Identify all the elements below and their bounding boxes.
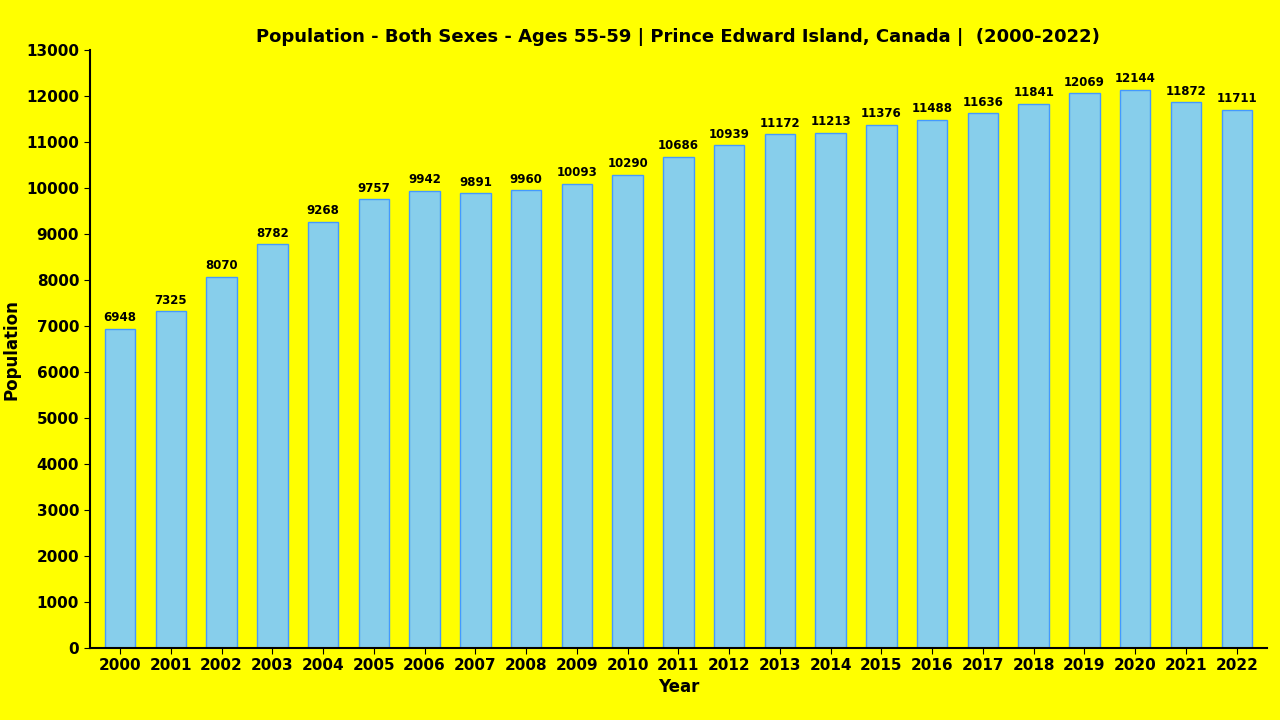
Bar [612, 175, 643, 648]
Y-axis label: Population: Population [3, 299, 20, 400]
Bar [257, 244, 288, 648]
Bar [562, 184, 593, 648]
Bar [1221, 109, 1252, 648]
Bar [105, 328, 136, 648]
Bar [358, 199, 389, 648]
Bar [1120, 90, 1151, 648]
Title: Population - Both Sexes - Ages 55-59 | Prince Edward Island, Canada |  (2000-202: Population - Both Sexes - Ages 55-59 | P… [256, 28, 1101, 46]
Bar [206, 277, 237, 648]
Text: 10093: 10093 [557, 166, 598, 179]
Text: 11213: 11213 [810, 115, 851, 128]
Text: 9757: 9757 [357, 182, 390, 195]
Bar [663, 157, 694, 648]
Bar [1171, 102, 1201, 648]
Text: 10290: 10290 [607, 158, 648, 171]
Text: 11488: 11488 [911, 102, 952, 115]
Bar [460, 193, 490, 648]
Bar [968, 113, 998, 648]
Bar [1019, 104, 1048, 648]
Bar [815, 132, 846, 648]
Text: 10939: 10939 [709, 127, 750, 140]
Bar [156, 311, 186, 648]
Text: 9268: 9268 [307, 204, 339, 217]
Text: 11711: 11711 [1216, 92, 1257, 105]
Text: 11172: 11172 [759, 117, 800, 130]
Bar [308, 222, 338, 648]
Text: 11872: 11872 [1166, 85, 1206, 98]
Bar [867, 125, 897, 648]
Text: 7325: 7325 [155, 294, 187, 307]
Text: 9891: 9891 [460, 176, 492, 189]
Text: 9960: 9960 [509, 173, 543, 186]
Bar [511, 190, 541, 648]
Text: 6948: 6948 [104, 311, 137, 324]
Bar [764, 135, 795, 648]
Bar [410, 191, 440, 648]
Text: 12069: 12069 [1064, 76, 1105, 89]
Text: 11841: 11841 [1014, 86, 1055, 99]
Text: 8070: 8070 [205, 259, 238, 272]
Text: 9942: 9942 [408, 174, 442, 186]
Text: 8782: 8782 [256, 227, 289, 240]
Bar [916, 120, 947, 648]
Text: 11376: 11376 [861, 107, 902, 120]
X-axis label: Year: Year [658, 678, 699, 696]
Bar [1069, 93, 1100, 648]
Text: 10686: 10686 [658, 139, 699, 152]
Text: 11636: 11636 [963, 96, 1004, 109]
Bar [714, 145, 745, 648]
Text: 12144: 12144 [1115, 72, 1156, 85]
